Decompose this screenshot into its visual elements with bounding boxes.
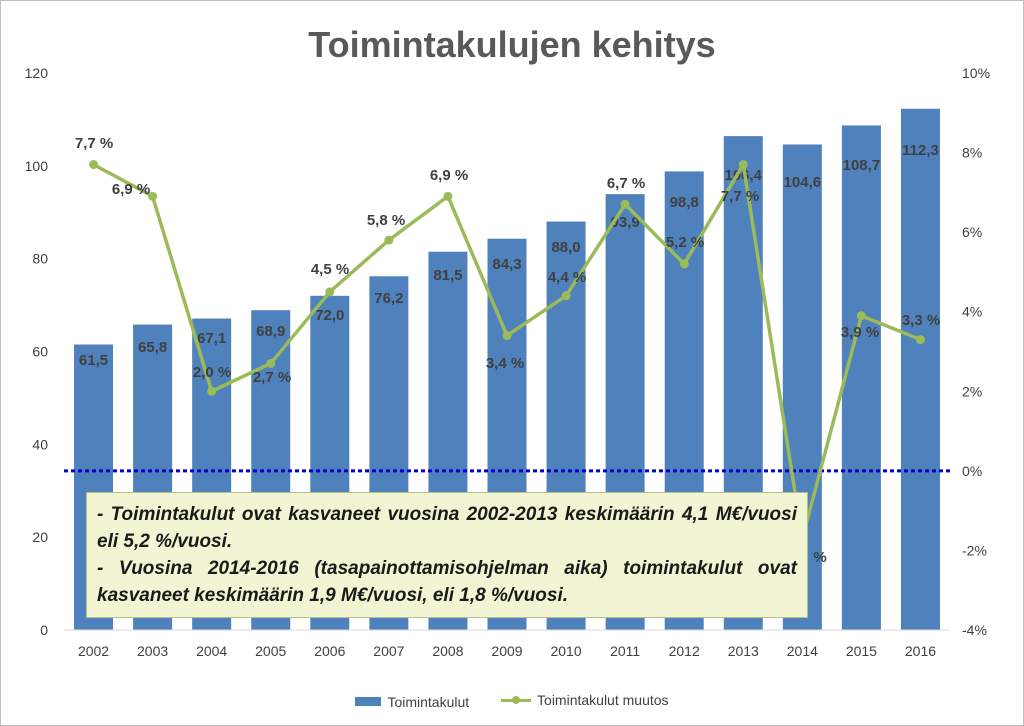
x-tick-label-2010: 2010	[550, 643, 581, 659]
x-tick-label-2011: 2011	[610, 643, 640, 659]
line-data-label-2007: 5,8 %	[367, 212, 405, 229]
line-data-label-2005: 2,7 %	[253, 369, 291, 386]
bar-data-label-2009: 84,3	[492, 256, 521, 273]
line-point-2011	[620, 199, 630, 209]
y-left-tick-label: 100	[25, 158, 49, 174]
legend: Toimintakulut Toimintakulut muutos	[0, 692, 1024, 710]
line-point-2008	[443, 191, 453, 201]
line-point-2015	[856, 311, 866, 321]
line-data-label-2013: 7,7 %	[721, 188, 759, 205]
y-right-tick-label: 6%	[962, 224, 982, 240]
line-point-2002	[89, 160, 99, 170]
line-point-2012	[679, 259, 689, 269]
bar-data-label-2006: 72,0	[315, 307, 344, 324]
y-left-tick-label: 40	[32, 436, 48, 452]
y-right-tick-label: 0%	[962, 463, 982, 479]
bar-data-label-2007: 76,2	[374, 290, 403, 307]
line-point-2004	[207, 386, 217, 396]
line-data-label-2016: 3,3 %	[902, 312, 940, 329]
bar-data-label-2016: 112,3	[902, 142, 939, 159]
annotation-box: - Toimintakulut ovat kasvaneet vuosina 2…	[86, 492, 808, 618]
bar-2016	[900, 108, 940, 630]
line-data-label-2009: 3,4 %	[486, 355, 524, 372]
y-right-tick-label: 10%	[962, 65, 990, 81]
bar-data-label-2004: 67,1	[197, 330, 226, 347]
line-data-label-2012: 5,2 %	[666, 234, 704, 251]
x-tick-label-2007: 2007	[373, 643, 404, 659]
line-data-label-2008: 6,9 %	[430, 167, 468, 184]
y-right-tick-label: 8%	[962, 145, 982, 161]
line-point-2007	[384, 235, 394, 245]
x-tick-label-2003: 2003	[137, 643, 168, 659]
legend-item-line: Toimintakulut muutos	[501, 692, 669, 708]
y-left-tick-label: 20	[32, 529, 48, 545]
y-right-tick-label: -4%	[962, 622, 987, 638]
line-data-label-2002: 7,7 %	[75, 135, 113, 152]
line-data-label-2011: 6,7 %	[607, 175, 645, 192]
line-data-label-2004: 2,0 %	[193, 364, 231, 381]
annotation-line-2: - Vuosina 2014-2016 (tasapainottamisohje…	[97, 558, 797, 606]
bar-data-label-2014: 104,6	[784, 174, 822, 191]
x-tick-label-2005: 2005	[255, 643, 286, 659]
bar-data-label-2015: 108,7	[843, 157, 881, 174]
y-left-tick-label: 60	[32, 344, 48, 360]
y-left-tick-label: 0	[40, 622, 48, 638]
line-data-label-2006: 4,5 %	[311, 261, 349, 278]
x-tick-label-2004: 2004	[196, 643, 227, 659]
x-tick-label-2013: 2013	[728, 643, 759, 659]
x-tick-label-2012: 2012	[669, 643, 700, 659]
line-data-label-2003: 6,9 %	[112, 181, 150, 198]
x-tick-label-2008: 2008	[432, 643, 463, 659]
bar-data-label-2002: 61,5	[79, 352, 108, 369]
bar-data-label-2012: 98,8	[670, 194, 699, 211]
line-point-2006	[325, 287, 335, 297]
chart-title: Toimintakulujen kehitys	[308, 24, 716, 65]
legend-label-bars: Toimintakulut	[387, 693, 470, 710]
y-left-tick-label: 80	[32, 251, 48, 267]
line-data-label-2015: 3,9 %	[841, 324, 879, 341]
line-point-2013	[738, 160, 748, 170]
y-right-tick-label: -2%	[962, 542, 987, 558]
bar-data-label-2010: 88,0	[551, 239, 580, 256]
y-right-tick-label: 2%	[962, 383, 982, 399]
x-tick-label-2016: 2016	[905, 643, 936, 659]
x-tick-label-2015: 2015	[846, 643, 877, 659]
bar-data-label-2003: 65,8	[138, 339, 167, 356]
annotation-line-1: - Toimintakulut ovat kasvaneet vuosina 2…	[97, 504, 797, 552]
bar-data-label-2005: 68,9	[256, 323, 285, 340]
x-tick-label-2002: 2002	[78, 643, 109, 659]
line-point-2003	[148, 191, 158, 201]
line-point-2009	[502, 331, 512, 341]
legend-line-swatch	[501, 694, 532, 706]
line-data-label-2010: 4,4 %	[548, 269, 586, 286]
bar-2015	[841, 125, 881, 630]
x-tick-label-2006: 2006	[314, 643, 345, 659]
legend-label-line: Toimintakulut muutos	[537, 692, 669, 708]
bar-data-label-2008: 81,5	[433, 267, 462, 284]
y-left-tick-label: 120	[25, 65, 49, 81]
line-point-2016	[915, 335, 925, 345]
line-data-label-2014: %	[813, 549, 826, 566]
y-right-tick-label: 4%	[962, 304, 982, 320]
legend-item-bars: Toimintakulut	[355, 694, 469, 710]
line-point-2010	[561, 291, 571, 301]
x-tick-label-2014: 2014	[787, 643, 818, 659]
x-tick-label-2009: 2009	[491, 643, 522, 659]
line-point-2005	[266, 358, 276, 368]
legend-bar-swatch	[355, 697, 382, 706]
